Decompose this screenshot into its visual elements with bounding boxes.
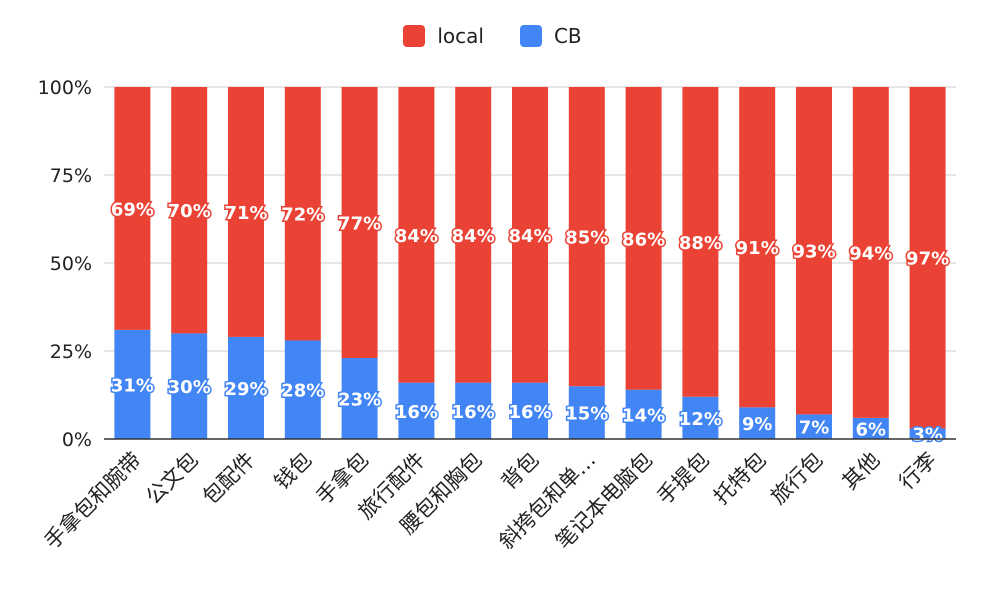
data-label-local: 72% bbox=[281, 205, 324, 226]
bar-cb bbox=[228, 336, 264, 439]
bar-local bbox=[398, 87, 435, 383]
data-label-local: 84% bbox=[452, 226, 495, 247]
bar-local bbox=[909, 87, 946, 429]
data-label-cb: 15% bbox=[565, 404, 608, 425]
data-label-cb: 9% bbox=[742, 414, 773, 435]
y-tick-label: 25% bbox=[50, 341, 92, 363]
data-label-local: 91% bbox=[736, 238, 779, 259]
data-label-cb: 7% bbox=[799, 418, 830, 439]
x-tick-label: 托特包 bbox=[709, 448, 771, 510]
bar-local bbox=[625, 87, 662, 390]
legend-swatch-cb bbox=[519, 25, 542, 47]
data-label-local: 88% bbox=[679, 233, 722, 254]
y-tick-label: 0% bbox=[62, 429, 92, 451]
y-tick-label: 100% bbox=[38, 77, 92, 99]
legend: local CB bbox=[0, 24, 985, 48]
bar-local bbox=[341, 87, 378, 359]
bar-local bbox=[114, 87, 151, 330]
x-tick-label: 包配件 bbox=[198, 448, 260, 510]
x-tick-label: 公文包 bbox=[141, 448, 203, 510]
bar-cb bbox=[512, 382, 548, 439]
data-label-local: 86% bbox=[622, 229, 665, 250]
data-label-local: 70% bbox=[168, 201, 211, 222]
bar-local bbox=[568, 87, 605, 387]
bar-cb bbox=[114, 329, 151, 439]
bar-local bbox=[852, 87, 889, 418]
data-label-cb: 16% bbox=[395, 402, 438, 423]
bar-cb bbox=[625, 389, 662, 439]
bar-local bbox=[512, 87, 548, 383]
bar-local bbox=[682, 87, 719, 397]
bar-local bbox=[284, 87, 321, 341]
data-label-local: 77% bbox=[338, 214, 381, 235]
data-label-cb: 29% bbox=[224, 379, 267, 400]
data-label-cb: 30% bbox=[168, 377, 211, 398]
data-label-cb: 3% bbox=[912, 425, 943, 446]
x-tick-label: 旅行包 bbox=[766, 448, 828, 510]
data-label-local: 84% bbox=[508, 226, 551, 247]
bar-cb bbox=[682, 396, 719, 439]
y-tick-label: 75% bbox=[50, 165, 92, 187]
data-label-local: 84% bbox=[395, 226, 438, 247]
x-tick-label: 行李 bbox=[894, 448, 941, 495]
legend-item-cb[interactable]: CB bbox=[519, 24, 582, 48]
x-tick-label: 手拿包和腕带 bbox=[40, 448, 146, 554]
bar-local bbox=[796, 87, 832, 415]
x-tick-label: 手提包 bbox=[652, 448, 714, 510]
data-label-cb: 14% bbox=[622, 405, 665, 426]
x-tick-label: 其他 bbox=[838, 448, 885, 495]
x-tick-label: 背包 bbox=[497, 448, 544, 495]
bar-local bbox=[739, 87, 776, 408]
data-label-cb: 6% bbox=[856, 419, 887, 440]
legend-label-cb: CB bbox=[553, 24, 582, 48]
bar-cb bbox=[171, 333, 208, 439]
bar-cb bbox=[568, 386, 605, 439]
legend-item-local[interactable]: local bbox=[403, 24, 484, 48]
legend-label-local: local bbox=[437, 24, 484, 48]
bar-cb bbox=[398, 382, 435, 439]
data-label-cb: 23% bbox=[338, 390, 381, 411]
data-label-local: 93% bbox=[792, 242, 835, 263]
bar-cb bbox=[909, 428, 946, 439]
bar-cb bbox=[455, 382, 492, 439]
bar-cb bbox=[341, 358, 378, 439]
bar-cb bbox=[739, 407, 776, 439]
bar-local bbox=[171, 87, 208, 334]
bar-local bbox=[228, 87, 264, 337]
bar-cb bbox=[796, 414, 832, 439]
y-tick-label: 50% bbox=[50, 253, 92, 275]
data-label-cb: 28% bbox=[281, 381, 324, 402]
data-label-local: 97% bbox=[906, 249, 949, 270]
x-tick-label: 钱包 bbox=[270, 448, 317, 495]
data-label-local: 85% bbox=[565, 228, 608, 249]
data-label-cb: 31% bbox=[111, 375, 154, 396]
data-label-cb: 16% bbox=[452, 402, 495, 423]
bar-cb bbox=[852, 417, 889, 439]
bar-cb bbox=[284, 340, 321, 439]
bar-local bbox=[455, 87, 492, 383]
data-label-cb: 16% bbox=[508, 402, 551, 423]
data-label-local: 69% bbox=[111, 199, 154, 220]
data-label-local: 94% bbox=[849, 243, 892, 264]
legend-swatch-local bbox=[403, 25, 426, 47]
data-label-local: 71% bbox=[224, 203, 267, 224]
data-label-cb: 12% bbox=[679, 409, 722, 430]
